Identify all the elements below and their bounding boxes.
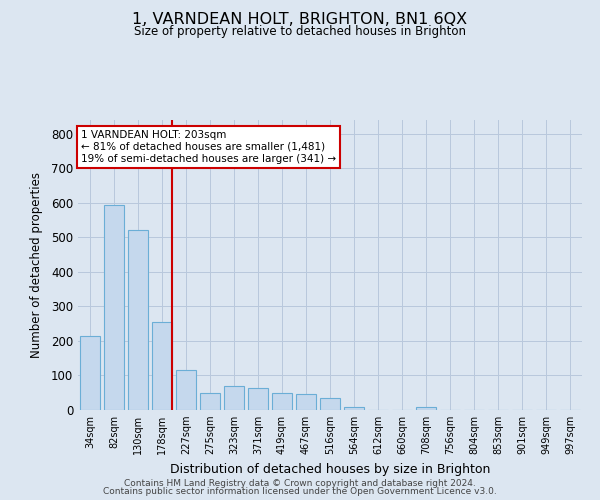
Bar [104,204,124,410]
Bar [272,392,292,410]
Text: Size of property relative to detached houses in Brighton: Size of property relative to detached ho… [134,25,466,38]
Bar [344,406,364,410]
Bar [176,370,196,410]
Bar [416,406,436,410]
Text: 1, VARNDEAN HOLT, BRIGHTON, BN1 6QX: 1, VARNDEAN HOLT, BRIGHTON, BN1 6QX [133,12,467,28]
Bar [80,336,100,410]
Bar [248,388,268,410]
Y-axis label: Number of detached properties: Number of detached properties [29,172,43,358]
Text: 1 VARNDEAN HOLT: 203sqm
← 81% of detached houses are smaller (1,481)
19% of semi: 1 VARNDEAN HOLT: 203sqm ← 81% of detache… [81,130,336,164]
Bar [128,230,148,410]
Text: Contains public sector information licensed under the Open Government Licence v3: Contains public sector information licen… [103,488,497,496]
X-axis label: Distribution of detached houses by size in Brighton: Distribution of detached houses by size … [170,462,490,475]
Bar [200,392,220,410]
Text: Contains HM Land Registry data © Crown copyright and database right 2024.: Contains HM Land Registry data © Crown c… [124,478,476,488]
Bar [152,322,172,410]
Bar [320,398,340,410]
Bar [296,394,316,410]
Bar [224,386,244,410]
